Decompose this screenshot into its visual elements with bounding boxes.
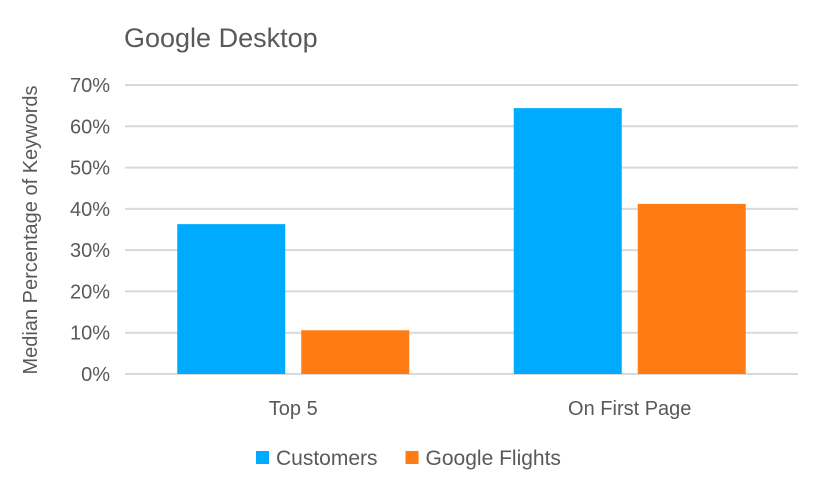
legend-label: Customers (276, 447, 378, 470)
bar-customers (177, 224, 286, 374)
legend-swatch (405, 451, 419, 464)
chart-title: Google Desktop (124, 23, 318, 53)
y-tick-label: 60% (70, 116, 110, 138)
bar-google-flights (637, 203, 746, 374)
legend-label: Google Flights (426, 447, 561, 470)
bar-google-flights (301, 330, 410, 374)
y-tick-label: 20% (70, 281, 110, 303)
x-tick-label: Top 5 (269, 398, 318, 420)
x-tick-label: On First Page (568, 398, 691, 420)
bars (177, 108, 746, 375)
y-axis-ticks: 0% 10% 20% 30% 40% 50% 60% 70% (70, 75, 110, 386)
bar-customers (513, 108, 622, 375)
y-tick-label: 40% (70, 199, 110, 221)
legend: Customers Google Flights (256, 447, 561, 470)
y-tick-label: 10% (70, 323, 110, 345)
y-tick-label: 50% (70, 158, 110, 180)
x-axis-ticks: Top 5 On First Page (269, 398, 692, 420)
y-tick-label: 0% (81, 364, 110, 386)
y-tick-label: 30% (70, 240, 110, 262)
y-axis-label: Median Percentage of Keywords (20, 85, 42, 374)
y-tick-label: 70% (70, 75, 110, 97)
legend-swatch (256, 451, 269, 464)
